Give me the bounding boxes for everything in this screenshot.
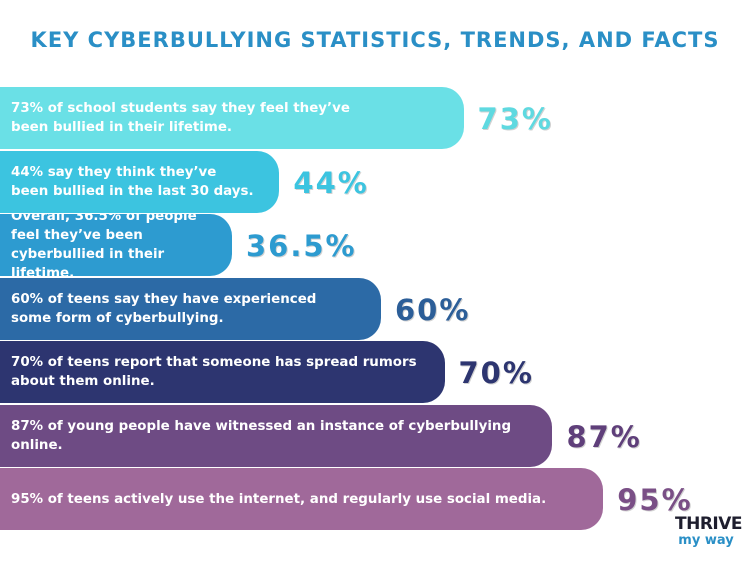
bar-label-3: Overall, 36.5% of people feel they’ve be…	[11, 209, 197, 281]
bar-1: 73% of school students say they feel the…	[0, 87, 464, 149]
bar-value-6: 87%	[566, 419, 642, 454]
logo-top-text: THRIVE	[675, 514, 743, 534]
chart-title: KEY CYBERBULLYING STATISTICS, TRENDS, AN…	[30, 28, 720, 52]
bar-label-5: 70% of teens report that someone has spr…	[11, 355, 417, 389]
bar-label-6: 87% of young people have witnessed an in…	[11, 418, 512, 453]
bar-2: 44% say they think they’ve been bullied …	[0, 150, 280, 213]
bar-5: 70% of teens report that someone has spr…	[0, 341, 445, 403]
bar-4: 60% of teens say they have experienced s…	[0, 277, 381, 340]
bar-label-2: 44% say they think they’ve been bullied …	[11, 164, 254, 199]
logo-bottom-text: my way	[678, 533, 734, 548]
bar-value-5: 70%	[458, 356, 534, 390]
bar-value-3: 36.5%	[246, 229, 357, 263]
bar-6: 87% of young people have witnessed an in…	[0, 404, 553, 467]
bar-value-4: 60%	[395, 292, 471, 327]
bar-label-4: 60% of teens say they have experienced s…	[11, 291, 317, 326]
bar-value-7: 95%	[617, 483, 693, 517]
bar-label-1: 73% of school students say they feel the…	[11, 101, 350, 135]
brand-logo: THRIVE my way	[675, 514, 743, 548]
bar-3: Overall, 36.5% of people feel they’ve be…	[0, 209, 232, 281]
bar-value-2: 44%	[293, 165, 369, 200]
bar-label-7: 95% of teens actively use the internet, …	[11, 491, 547, 507]
bar-value-1: 73%	[477, 102, 553, 136]
bar-7: 95% of teens actively use the internet, …	[0, 468, 604, 530]
